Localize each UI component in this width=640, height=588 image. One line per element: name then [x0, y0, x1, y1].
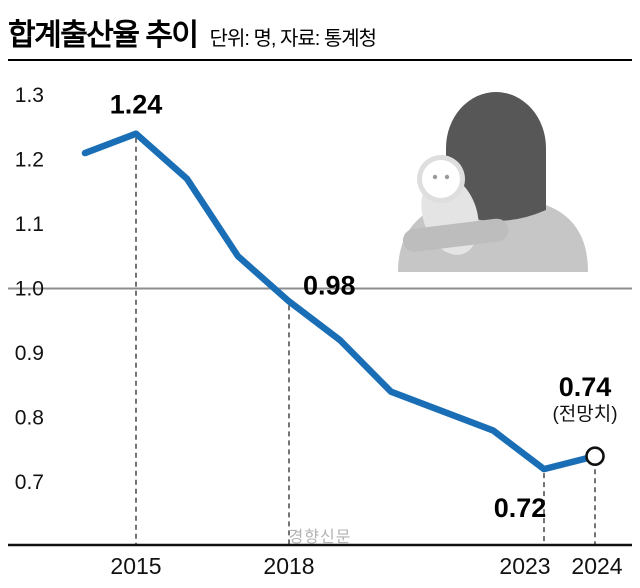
value-label-2015: 1.24 [110, 90, 163, 120]
x-tick-label: 2018 [263, 553, 314, 579]
y-tick-label: 0.9 [15, 342, 44, 365]
value-label-2024: 0.74 [559, 372, 612, 402]
fertility-line-chart: 1.3 1.2 1.1 1.0 0.9 0.8 0.7 2015 2018 2023 2024 1.2… [8, 84, 632, 579]
x-tick-label: 2023 [499, 553, 550, 579]
y-tick-label: 1.1 [15, 213, 44, 236]
y-tick-label: 0.7 [15, 471, 44, 494]
y-tick-label: 1.2 [15, 149, 44, 172]
x-tick-label: 2015 [110, 553, 161, 579]
value-label-2023: 0.72 [494, 493, 547, 523]
fertility-line [81, 130, 599, 473]
x-tick-label: 2024 [571, 553, 622, 579]
baby-face [422, 160, 460, 198]
forecast-note: (전망치) [552, 403, 617, 425]
y-tick-label: 1.0 [15, 278, 44, 301]
chart-header: 합계출산율 추이 단위: 명, 자료: 통계청 [0, 0, 640, 54]
mother-baby-illustration [398, 92, 588, 272]
baby-eye-left [432, 174, 438, 180]
chart-title: 합계출산율 추이 [8, 19, 199, 52]
y-tick-label: 1.3 [15, 84, 44, 107]
mother-arm [402, 218, 509, 252]
value-label-2018: 0.98 [303, 270, 356, 300]
y-tick-label: 0.8 [15, 407, 44, 430]
forecast-marker [585, 446, 605, 467]
baby-eye-right [444, 174, 450, 180]
unit-source-label: 단위: 명, 자료: 통계청 [209, 28, 378, 50]
header-divider [8, 59, 632, 61]
